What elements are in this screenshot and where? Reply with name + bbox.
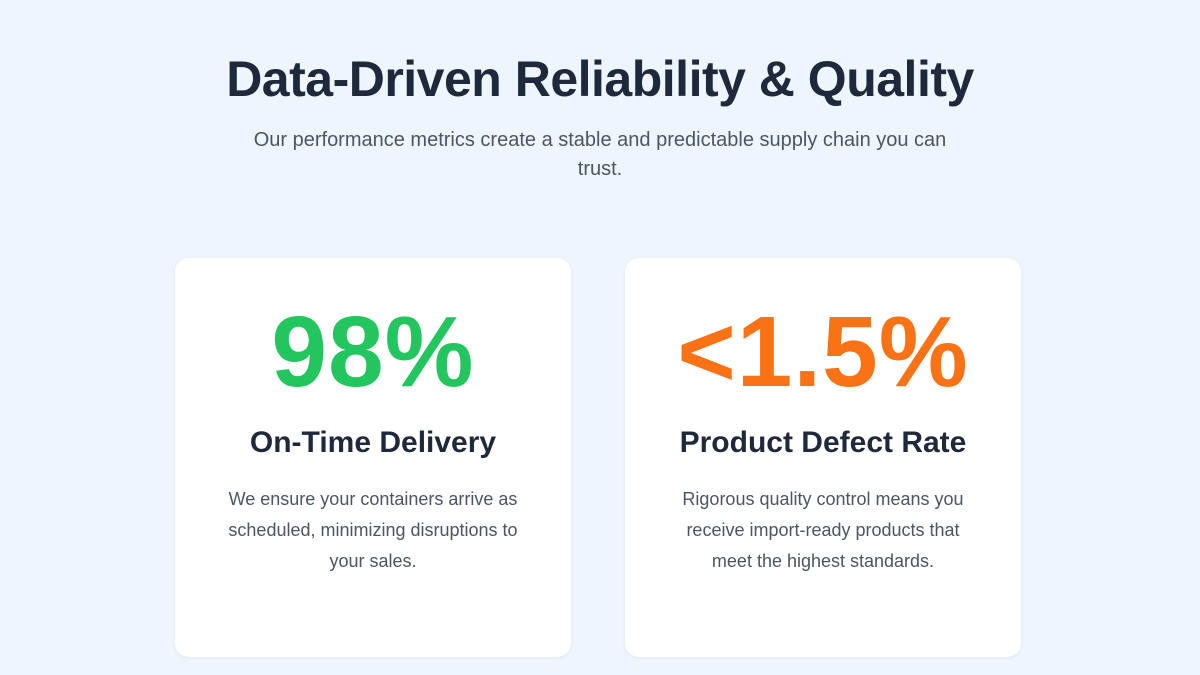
metric-description: Rigorous quality control means you recei…	[682, 489, 964, 571]
metric-value: <1.5%	[677, 296, 969, 408]
page-subtitle: Our performance metrics create a stable …	[253, 129, 947, 180]
hero-section: Data-Driven Reliability & Quality Our pe…	[0, 0, 1200, 184]
metric-card-on-time-delivery: 98% On-Time Delivery We ensure your cont…	[175, 258, 571, 657]
metric-title: Product Defect Rate	[679, 426, 967, 459]
metric-card-defect-rate: <1.5% Product Defect Rate Rigorous quali…	[625, 258, 1021, 657]
metric-title: On-Time Delivery	[249, 426, 497, 459]
page-title: Data-Driven Reliability & Quality	[226, 51, 974, 107]
metric-value: 98%	[271, 296, 475, 408]
metric-description: We ensure your containers arrive as sche…	[228, 489, 518, 571]
